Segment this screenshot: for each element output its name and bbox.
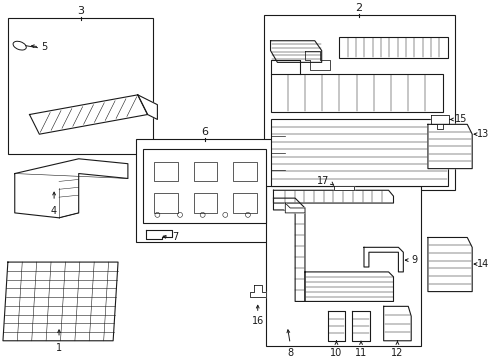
Bar — [193, 193, 217, 213]
Bar — [339, 37, 447, 58]
Polygon shape — [285, 203, 305, 213]
Bar — [263, 15, 454, 190]
Text: 17: 17 — [317, 176, 329, 186]
Text: 11: 11 — [354, 348, 366, 358]
Polygon shape — [29, 95, 147, 134]
Polygon shape — [305, 50, 329, 70]
Polygon shape — [3, 262, 118, 341]
Text: 12: 12 — [390, 348, 403, 358]
Text: 14: 14 — [476, 259, 488, 269]
Polygon shape — [427, 124, 471, 168]
Polygon shape — [270, 41, 321, 62]
Ellipse shape — [13, 41, 26, 50]
Polygon shape — [351, 311, 369, 341]
Polygon shape — [334, 186, 353, 190]
Bar — [8, 18, 153, 154]
Bar — [265, 186, 420, 346]
Text: 8: 8 — [286, 348, 293, 358]
Bar — [193, 162, 217, 181]
Text: 10: 10 — [329, 348, 342, 358]
Text: 3: 3 — [77, 6, 84, 16]
Text: 16: 16 — [251, 316, 264, 326]
Polygon shape — [273, 198, 305, 301]
Bar — [154, 162, 178, 181]
Polygon shape — [145, 230, 172, 239]
Text: 15: 15 — [453, 114, 466, 125]
Bar — [270, 74, 442, 112]
Bar — [233, 193, 256, 213]
Text: 13: 13 — [476, 129, 488, 139]
Polygon shape — [138, 95, 157, 120]
Bar — [136, 139, 273, 242]
Bar — [233, 162, 256, 181]
Text: 2: 2 — [355, 3, 362, 13]
Polygon shape — [305, 272, 393, 301]
Text: 4: 4 — [51, 206, 57, 216]
Bar — [154, 193, 178, 213]
Text: 5: 5 — [41, 42, 47, 51]
Bar — [270, 120, 447, 186]
Polygon shape — [15, 159, 128, 218]
Bar — [142, 149, 265, 223]
Polygon shape — [363, 247, 403, 272]
Polygon shape — [383, 306, 410, 341]
Polygon shape — [249, 285, 265, 297]
Text: 9: 9 — [410, 255, 416, 265]
Text: 6: 6 — [201, 127, 208, 137]
Polygon shape — [327, 311, 345, 341]
Polygon shape — [430, 114, 447, 129]
Text: 7: 7 — [172, 233, 178, 243]
Text: 1: 1 — [56, 343, 62, 353]
Polygon shape — [427, 238, 471, 292]
Polygon shape — [273, 190, 393, 203]
